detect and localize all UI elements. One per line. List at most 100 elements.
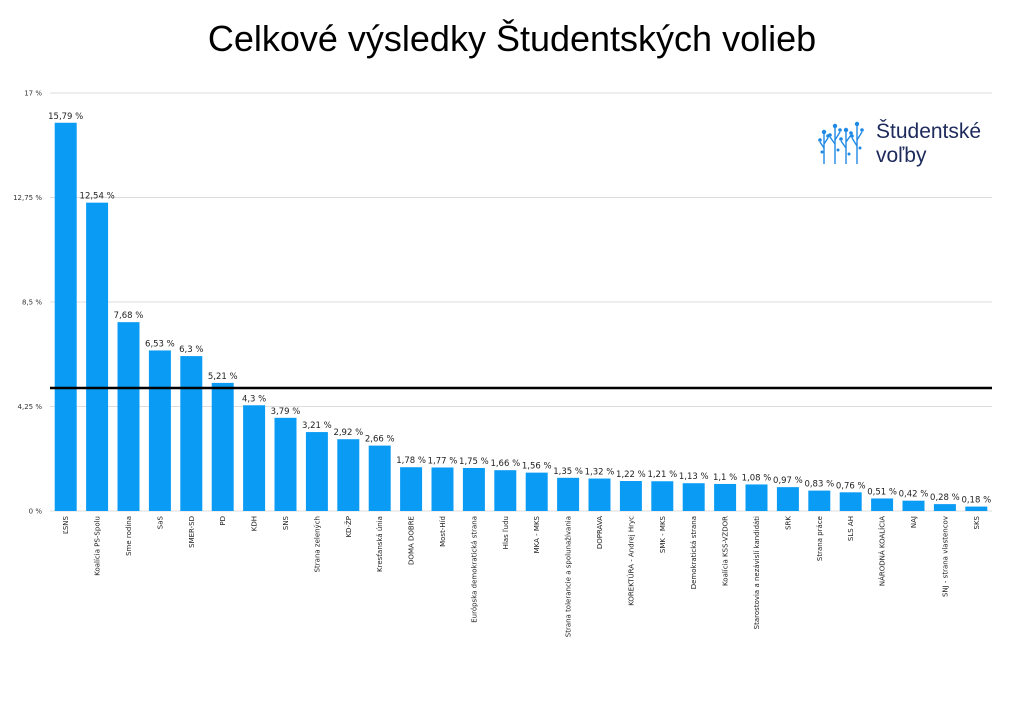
category-label: NÁRODNÁ KOALÍCIA [878,516,887,586]
bar [305,432,328,511]
bar [871,498,894,511]
data-label: 1,1 % [713,473,737,483]
bar [148,350,171,511]
category-label: Strana tolerancie a spolunažívania [565,516,573,637]
bar [274,417,297,511]
bar [745,484,768,511]
logo-line-1: Študentské [876,120,982,143]
y-tick-label: 4,25 % [18,403,43,411]
value-labels: 15,79 % 12,54 % 7,68 % 6,53 % 6,3 % 5,21 % 4,3… [48,112,991,506]
grid-lines [50,92,992,512]
category-label: Sme rodina [125,516,133,556]
bar [368,445,391,511]
bar [619,481,642,511]
data-label: 1,21 % [647,470,677,480]
data-label: 1,77 % [428,456,458,466]
category-label: KDH [251,516,259,531]
data-label: 15,79 % [48,112,83,122]
data-label: 0,28 % [930,493,960,503]
category-label: NAJ [910,516,918,528]
category-labels: ĽSNS Koalícia PS-Spolu Sme rodina SaS SMER-S… [62,515,981,637]
logo-text: Študentské voľby [876,120,981,168]
data-label: 1,78 % [396,456,426,466]
bar [337,439,360,511]
category-label: KD-ŽP [344,516,353,538]
category-label: PD [219,516,227,526]
data-label: 3,79 % [271,407,301,417]
data-label: 1,75 % [459,457,489,467]
data-label: 6,3 % [179,345,203,355]
data-label: 1,13 % [679,472,709,482]
category-label: DOMA DOBRE [408,516,416,565]
bar [588,478,611,511]
data-label: 3,21 % [302,421,332,431]
bar [933,504,956,511]
data-label: 0,76 % [836,481,866,491]
bar [243,405,266,511]
y-tick-label: 17 % [24,90,42,98]
data-label: 4,3 % [242,394,266,404]
category-label: SMER-SD [188,516,196,548]
category-label: Demokratická strana [690,516,698,589]
category-label: SNS [282,515,290,530]
bar [776,487,799,511]
bar [714,483,737,511]
category-label: MKA - MKS [533,515,541,553]
data-label: 0,18 % [961,496,991,506]
bar [808,490,831,511]
category-label: Hlas ľudu [502,516,510,549]
category-label: Most-Híd [439,516,447,547]
bar [902,500,925,511]
data-label: 5,21 % [208,372,238,382]
category-label: Strana práce [816,516,824,561]
bar [651,481,674,511]
category-label: SKS [973,515,981,529]
data-label: 1,32 % [585,468,615,478]
bar [431,467,454,511]
logo-line-2: voľby [876,144,927,167]
bar [965,506,988,511]
bar [557,477,580,511]
category-label: KOREKTÚRA - Andrej Hryc [626,516,635,606]
category-label: SaS [156,515,164,529]
bar [525,472,548,511]
tree-dots-icon [818,121,864,164]
category-label: SRK [784,516,792,530]
y-tick-label: 0 % [29,508,43,516]
data-label: 1,56 % [522,462,552,472]
category-label: SMK - MKS [659,515,667,553]
category-label: SNJ - strana vlastencov [941,516,949,597]
chart-title: Celkové výsledky Študentských volieb [207,18,817,59]
category-label: SLS AH [847,516,855,541]
bar [180,356,203,511]
y-tick-label: 12,75 % [13,194,42,202]
y-axis-ticks: 0 % 4,25 % 8,5 % 12,75 % 17 % [13,90,42,516]
category-label: Európska demokratická strana [470,516,478,623]
bar [54,122,77,511]
data-label: 7,68 % [114,311,144,321]
bar [494,470,517,511]
category-label: Starostovia a nezávislí kandidáti [753,516,761,629]
bar [211,382,234,511]
category-label: DOPRAVA [596,516,604,549]
bar [117,322,140,511]
category-label: Koalícia KSS-VZDOR [722,516,730,586]
data-label: 0,51 % [867,487,897,497]
data-label: 1,08 % [742,473,772,483]
data-label: 1,35 % [553,467,583,477]
bar [462,467,485,511]
bar [86,202,109,512]
data-label: 0,83 % [804,480,834,490]
category-label: Kresťanská únia [375,516,384,572]
category-label: Koalícia PS-Spolu [94,516,102,576]
data-label: 2,66 % [365,435,395,445]
category-label: Strana zelených [313,516,321,572]
data-label: 0,42 % [899,490,929,500]
bar [839,492,862,511]
data-label: 6,53 % [145,339,175,349]
data-label: 12,54 % [80,192,115,202]
data-label: 0,97 % [773,476,803,486]
bars [54,122,988,512]
data-label: 1,66 % [490,459,520,469]
